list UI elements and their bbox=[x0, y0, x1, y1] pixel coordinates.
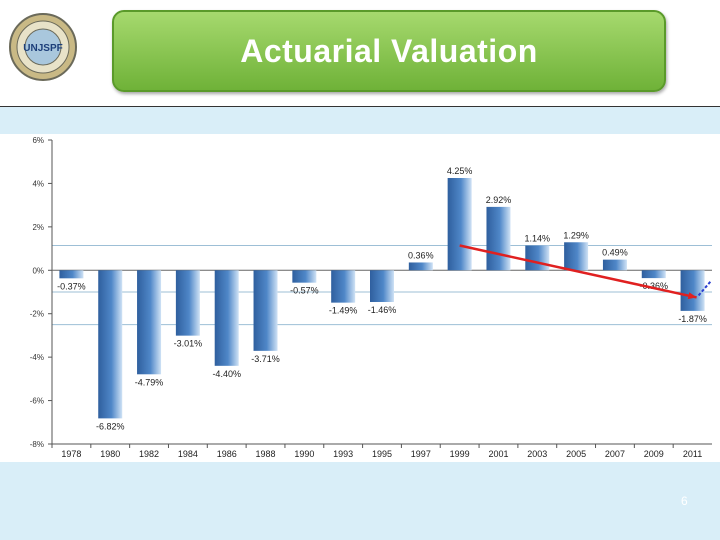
bar bbox=[447, 178, 472, 271]
bar bbox=[680, 270, 705, 311]
data-label: -6.82% bbox=[96, 421, 125, 431]
data-label: -1.87% bbox=[678, 314, 707, 324]
data-label: -0.57% bbox=[290, 286, 319, 296]
x-tick-label: 2011 bbox=[683, 449, 702, 459]
y-tick-label: 4% bbox=[32, 179, 44, 188]
bar bbox=[408, 262, 433, 271]
data-label: -0.37% bbox=[57, 281, 86, 291]
x-tick-label: 1982 bbox=[139, 449, 159, 459]
bar bbox=[292, 270, 317, 283]
x-tick-label: 1984 bbox=[178, 449, 198, 459]
chart-panel: 6% 4% 2% 0% -2% -4% -6% -8% -0.37% 1978 -6.82% 1980… bbox=[0, 134, 720, 462]
bar-chart: 6% 4% 2% 0% -2% -4% -6% -8% -0.37% 1978 -6.82% 1980… bbox=[30, 136, 712, 459]
y-tick-label: 0% bbox=[32, 266, 44, 275]
x-tick-label: 2001 bbox=[488, 449, 508, 459]
bar bbox=[137, 270, 162, 375]
bar bbox=[331, 270, 356, 303]
x-tick-label: 1995 bbox=[372, 449, 392, 459]
x-tick-label: 2003 bbox=[527, 449, 547, 459]
data-label: 1.29% bbox=[563, 230, 589, 240]
unjspf-logo: UNJSPF bbox=[9, 13, 77, 81]
data-label: -3.01% bbox=[174, 339, 203, 349]
x-tick-label: 2009 bbox=[644, 449, 664, 459]
logo-text: UNJSPF bbox=[23, 43, 62, 54]
page-number: 6 bbox=[681, 494, 688, 508]
data-label: 0.49% bbox=[602, 248, 628, 258]
bar bbox=[98, 270, 123, 419]
data-label: -4.40% bbox=[212, 369, 241, 379]
x-tick-label: 1999 bbox=[450, 449, 470, 459]
data-label: 1.14% bbox=[525, 234, 551, 244]
y-tick-label: -4% bbox=[30, 353, 44, 362]
bar bbox=[564, 242, 589, 271]
bar bbox=[175, 270, 200, 336]
title-box: Actuarial Valuation bbox=[112, 10, 666, 92]
slide-title: Actuarial Valuation bbox=[240, 32, 538, 69]
y-tick-label: -6% bbox=[30, 397, 44, 406]
slide-header: UNJSPF Actuarial Valuation bbox=[0, 0, 720, 106]
x-tick-label: 1980 bbox=[100, 449, 120, 459]
x-tick-label: 2007 bbox=[605, 449, 625, 459]
trend-line bbox=[459, 244, 697, 299]
data-label: 0.36% bbox=[408, 250, 434, 260]
bar bbox=[253, 270, 278, 351]
x-tick-label: 1990 bbox=[294, 449, 314, 459]
y-tick-label: -8% bbox=[30, 440, 44, 449]
data-label: -1.49% bbox=[329, 306, 358, 316]
x-tick-label: 2005 bbox=[566, 449, 586, 459]
y-tick-label: 2% bbox=[32, 223, 44, 232]
x-tick-label: 1997 bbox=[411, 449, 431, 459]
data-label: -4.79% bbox=[135, 377, 164, 387]
x-tick-label: 1986 bbox=[217, 449, 237, 459]
y-tick-label: 6% bbox=[32, 136, 44, 145]
data-label: -0.36% bbox=[639, 281, 668, 291]
bar bbox=[525, 245, 550, 271]
x-tick-label: 1988 bbox=[256, 449, 276, 459]
dotted-arrow bbox=[697, 280, 712, 297]
y-tick-label: -2% bbox=[30, 310, 44, 319]
data-label: 4.25% bbox=[447, 166, 473, 176]
x-tick-label: 1978 bbox=[61, 449, 81, 459]
trend-arrowhead bbox=[687, 292, 697, 300]
data-label: -3.71% bbox=[251, 354, 280, 364]
bar bbox=[602, 259, 627, 271]
data-label: -1.46% bbox=[368, 305, 397, 315]
header-divider bbox=[0, 106, 720, 107]
bar bbox=[486, 206, 511, 271]
x-tick-label: 1993 bbox=[333, 449, 353, 459]
bar bbox=[59, 270, 84, 279]
bar bbox=[641, 270, 666, 279]
bar bbox=[370, 270, 394, 302]
data-label: 2.92% bbox=[486, 195, 512, 205]
bar bbox=[214, 270, 239, 366]
